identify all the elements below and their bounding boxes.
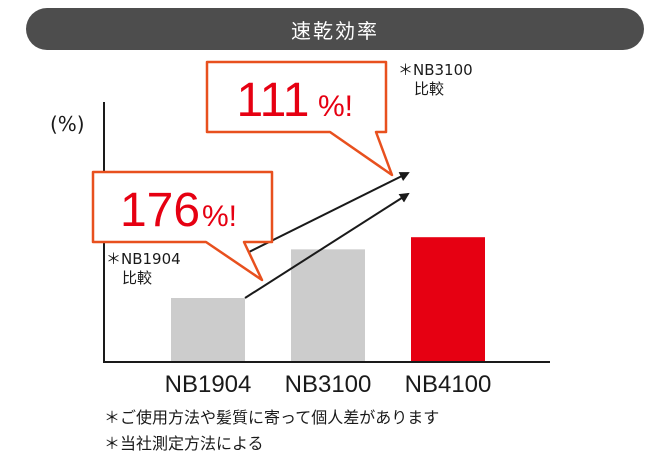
y-axis-unit-label: (%) xyxy=(50,112,85,136)
footnote-measurement-method: ＊当社測定方法による xyxy=(104,434,264,453)
callout-111: 111 %! xyxy=(205,60,394,177)
callout-111-value: 111 xyxy=(237,74,310,127)
callout-176-value: 176 xyxy=(120,184,200,237)
comparison-note-nb1904: ＊NB1904 比較 xyxy=(106,250,181,288)
footnote-individual-difference: ＊ご使用方法や髪質に寄って個人差があります xyxy=(104,408,440,427)
callout-176: 176 %! xyxy=(91,170,274,282)
callout-111-suffix: %! xyxy=(318,90,353,123)
callout-176-suffix: %! xyxy=(202,200,237,233)
note-line: ＊NB3100 xyxy=(398,61,473,79)
x-tick-label: NB4100 xyxy=(405,371,492,398)
note-line: 比較 xyxy=(122,269,153,287)
trend-arrow-1 xyxy=(244,192,410,299)
note-line: 比較 xyxy=(414,80,445,98)
bar-nb3100 xyxy=(291,249,365,362)
chart-title-banner: 速乾効率 xyxy=(26,8,644,50)
x-tick-label: NB1904 xyxy=(165,371,252,398)
x-tick-label: NB3100 xyxy=(285,371,372,398)
comparison-note-nb3100: ＊NB3100 比較 xyxy=(398,61,473,99)
note-line: ＊NB1904 xyxy=(106,250,181,268)
bar-nb1904 xyxy=(171,298,245,362)
bar-nb4100 xyxy=(411,237,485,362)
chart-title: 速乾効率 xyxy=(291,18,379,43)
